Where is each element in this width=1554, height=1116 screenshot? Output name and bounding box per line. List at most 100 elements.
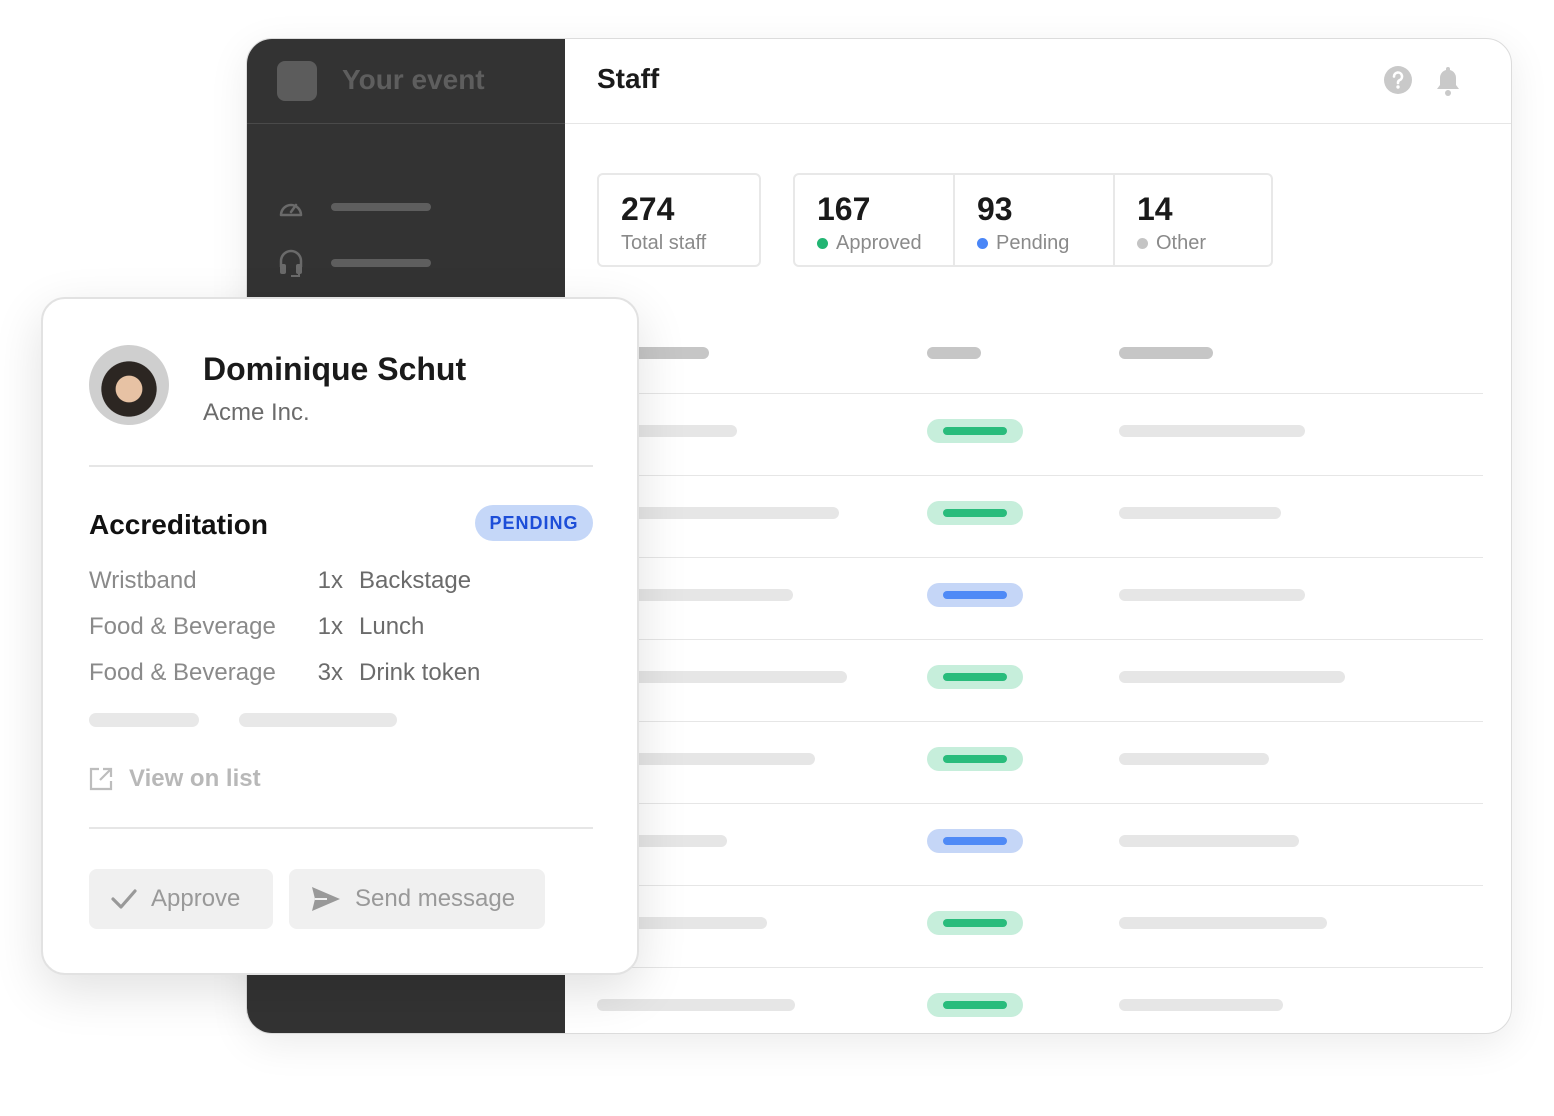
divider bbox=[89, 465, 593, 467]
name-placeholder bbox=[597, 507, 839, 519]
external-link-icon bbox=[89, 767, 113, 791]
row-divider bbox=[597, 557, 1483, 558]
send-icon bbox=[312, 887, 340, 911]
approve-button[interactable]: Approve bbox=[89, 869, 273, 929]
item-category: Food & Beverage bbox=[89, 613, 276, 640]
stat-label: Total staff bbox=[621, 232, 707, 254]
status-bar bbox=[943, 509, 1007, 517]
item-qty: 1x bbox=[317, 567, 343, 594]
details-placeholder bbox=[1119, 589, 1305, 601]
status-bar bbox=[943, 591, 1007, 599]
status-pill-approved bbox=[927, 665, 1023, 689]
name-placeholder bbox=[597, 753, 815, 765]
status-pill-approved bbox=[927, 911, 1023, 935]
details-placeholder bbox=[1119, 917, 1327, 929]
divider bbox=[89, 827, 593, 829]
stat-pending[interactable]: 93 Pending bbox=[955, 175, 1115, 265]
status-pill-pending bbox=[927, 583, 1023, 607]
blue-dot-icon bbox=[977, 238, 988, 249]
green-dot-icon bbox=[817, 238, 828, 249]
status-bar bbox=[943, 1001, 1007, 1009]
check-icon bbox=[111, 889, 137, 909]
stat-group-status: 167 Approved 93 Pending 14 Other bbox=[793, 173, 1273, 267]
sidebar-item-dashboard[interactable] bbox=[277, 195, 431, 219]
view-on-list-label: View on list bbox=[129, 765, 261, 792]
event-logo bbox=[277, 61, 317, 101]
accreditation-item: Food & Beverage 1x Lunch bbox=[89, 613, 424, 641]
staff-name: Dominique Schut bbox=[203, 351, 467, 387]
status-pill-approved bbox=[927, 747, 1023, 771]
stat-value: 14 bbox=[1137, 191, 1173, 227]
status-pill-approved bbox=[927, 419, 1023, 443]
status-badge: PENDING bbox=[475, 505, 593, 541]
details-placeholder bbox=[1119, 425, 1305, 437]
status-bar bbox=[943, 837, 1007, 845]
name-placeholder bbox=[597, 671, 847, 683]
stat-value: 93 bbox=[977, 191, 1013, 227]
section-title: Accreditation bbox=[89, 509, 268, 540]
row-divider bbox=[597, 639, 1483, 640]
item-category: Food & Beverage bbox=[89, 659, 276, 686]
sidebar-item-label bbox=[331, 259, 431, 267]
details-placeholder bbox=[1119, 999, 1283, 1011]
item-name: Backstage bbox=[359, 567, 472, 594]
item-qty: 3x bbox=[317, 659, 343, 686]
stat-total-staff: 274 Total staff bbox=[597, 173, 761, 267]
approve-label: Approve bbox=[151, 885, 241, 912]
staff-profile-card: Dominique Schut Acme Inc. Accreditation … bbox=[41, 297, 639, 975]
status-bar bbox=[943, 427, 1007, 435]
avatar bbox=[89, 345, 169, 425]
headset-icon bbox=[279, 249, 303, 277]
item-qty: 1x bbox=[317, 613, 343, 640]
name-placeholder bbox=[597, 999, 795, 1011]
details-placeholder bbox=[1119, 753, 1269, 765]
header: Staff bbox=[565, 39, 1511, 124]
item-category: Wristband bbox=[89, 567, 197, 594]
status-bar bbox=[943, 673, 1007, 681]
placeholder-bar bbox=[239, 713, 397, 727]
stat-label: Pending bbox=[996, 232, 1070, 254]
help-icon[interactable] bbox=[1383, 65, 1413, 95]
send-message-button[interactable]: Send message bbox=[289, 869, 545, 929]
staff-company: Acme Inc. bbox=[203, 399, 310, 426]
stat-label: Approved bbox=[836, 232, 922, 254]
row-divider bbox=[597, 967, 1483, 968]
item-name: Drink token bbox=[359, 659, 481, 686]
stat-value: 274 bbox=[621, 191, 675, 227]
sidebar-item-label bbox=[331, 203, 431, 211]
placeholder-bar bbox=[89, 713, 199, 727]
details-placeholder bbox=[1119, 507, 1281, 519]
view-on-list-link[interactable]: View on list bbox=[89, 765, 261, 793]
stat-approved[interactable]: 167 Approved bbox=[795, 175, 955, 265]
bell-icon[interactable] bbox=[1435, 65, 1461, 97]
page-title: Staff bbox=[597, 63, 660, 94]
send-message-label: Send message bbox=[355, 885, 516, 912]
item-name: Lunch bbox=[359, 613, 425, 640]
gray-dot-icon bbox=[1137, 238, 1148, 249]
row-divider bbox=[597, 885, 1483, 886]
stat-other[interactable]: 14 Other bbox=[1115, 175, 1273, 265]
status-pill-pending bbox=[927, 829, 1023, 853]
name-placeholder bbox=[597, 589, 793, 601]
column-header-details[interactable] bbox=[1119, 347, 1213, 359]
details-placeholder bbox=[1119, 835, 1299, 847]
status-pill-approved bbox=[927, 993, 1023, 1017]
row-divider bbox=[597, 721, 1483, 722]
stat-value: 167 bbox=[817, 191, 871, 227]
sidebar-divider bbox=[247, 123, 565, 124]
details-placeholder bbox=[1119, 671, 1345, 683]
event-name: Your event bbox=[342, 64, 485, 95]
row-divider bbox=[597, 803, 1483, 804]
accreditation-item: Food & Beverage 3x Drink token bbox=[89, 659, 480, 687]
name-placeholder bbox=[597, 917, 767, 929]
column-header-status[interactable] bbox=[927, 347, 981, 359]
row-divider bbox=[597, 475, 1483, 476]
status-pill-approved bbox=[927, 501, 1023, 525]
stat-label: Other bbox=[1156, 232, 1207, 254]
accreditation-item: Wristband 1x Backstage bbox=[89, 567, 471, 595]
row-divider bbox=[597, 393, 1483, 394]
sidebar-item-support[interactable] bbox=[277, 247, 431, 279]
status-bar bbox=[943, 919, 1007, 927]
gauge-icon bbox=[279, 203, 303, 217]
status-bar bbox=[943, 755, 1007, 763]
